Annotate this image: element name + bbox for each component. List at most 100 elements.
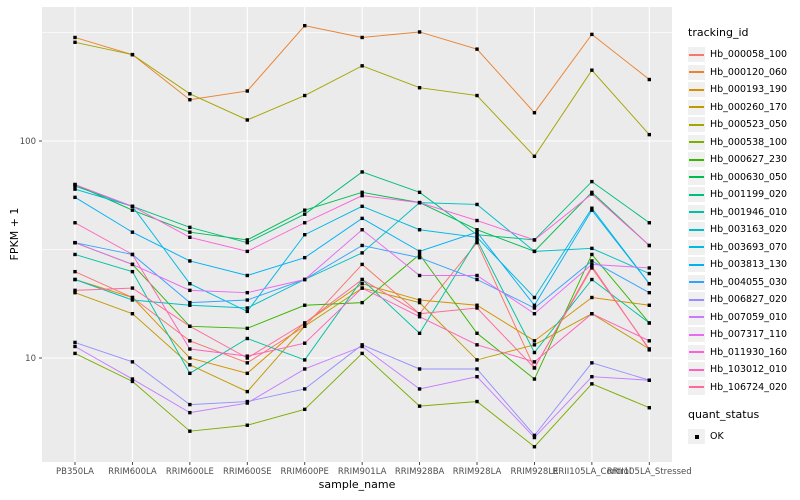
legend-item-label: Hb_011930_160	[710, 346, 788, 358]
data-point	[73, 351, 77, 356]
data-point	[417, 255, 422, 260]
data-point	[245, 290, 249, 295]
legend-key-line-icon	[688, 204, 705, 220]
data-point	[188, 97, 192, 102]
legend-item-label: Hb_000630_050	[710, 171, 788, 183]
legend-items: Hb_000058_100 Hb_000120_060 Hb_000193_190 H…	[688, 46, 798, 396]
data-point	[590, 262, 594, 267]
series-color-line-icon	[689, 141, 704, 144]
data-point	[532, 306, 537, 310]
data-point	[360, 262, 364, 267]
legend-item-Hb_103012_010: Hb_103012_010	[688, 361, 798, 379]
legend-item-label: Hb_103012_010	[710, 364, 788, 376]
data-point	[73, 252, 77, 257]
data-point	[245, 118, 249, 122]
data-point	[188, 410, 192, 415]
data-point	[590, 361, 594, 365]
data-point	[590, 246, 594, 251]
legend-item-label: Hb_000523_050	[710, 119, 788, 131]
data-point	[417, 190, 422, 195]
legend-item-label: Hb_007317_110	[710, 329, 788, 341]
data-point	[532, 377, 537, 381]
data-point	[188, 339, 192, 343]
data-point	[73, 35, 77, 40]
data-point	[303, 212, 307, 216]
data-point	[188, 92, 192, 96]
data-point	[188, 259, 192, 263]
x-tick-label: RRIM928LE	[510, 467, 558, 477]
data-point	[360, 300, 364, 305]
data-point	[188, 230, 192, 234]
data-point	[130, 52, 135, 57]
x-tick-label: RRIM928BA	[395, 467, 445, 477]
data-point	[303, 303, 307, 307]
data-point	[532, 249, 537, 254]
data-point	[360, 193, 364, 198]
data-point	[73, 269, 77, 274]
series-color-line-icon	[689, 211, 704, 214]
data-point	[475, 375, 479, 379]
data-point	[647, 221, 651, 225]
legend-item-label: Hb_006827_020	[710, 294, 788, 306]
data-point	[245, 326, 249, 331]
data-point	[590, 32, 594, 37]
data-point	[245, 361, 249, 365]
legend-item-Hb_000627_230: Hb_000627_230	[688, 151, 798, 169]
data-point	[73, 290, 77, 295]
data-point	[188, 363, 192, 367]
data-point	[245, 356, 249, 360]
data-point	[475, 235, 479, 239]
y-axis-title: FPKM + 1	[8, 207, 21, 261]
x-tick-label: RRIM600LE	[166, 467, 214, 477]
data-point	[245, 273, 249, 278]
data-point	[532, 303, 537, 307]
data-point	[245, 354, 249, 358]
series-color-line-icon	[689, 158, 704, 161]
data-point	[475, 228, 479, 232]
legend-key-line-icon	[688, 239, 705, 255]
data-point	[417, 300, 422, 305]
data-point	[475, 233, 479, 237]
data-point	[245, 401, 249, 405]
legend-key-line-icon	[688, 222, 705, 238]
data-point	[475, 47, 479, 51]
legend-item-label: OK	[710, 431, 724, 443]
data-point	[590, 259, 594, 263]
legend-item-Hb_000058_100: Hb_000058_100	[688, 46, 798, 64]
data-point	[417, 86, 422, 90]
data-point	[303, 93, 307, 98]
data-point	[647, 321, 651, 325]
data-point	[417, 200, 422, 205]
series-color-line-icon	[689, 298, 704, 301]
data-point	[475, 240, 479, 245]
legend-key-line-icon	[688, 64, 705, 80]
x-tick-label: RRIM928LA	[453, 467, 502, 477]
legend-item-label: Hb_007059_010	[710, 311, 788, 323]
data-point	[245, 309, 249, 314]
data-point	[360, 204, 364, 209]
data-point	[532, 350, 537, 355]
data-point	[130, 208, 135, 212]
legend-key-line-icon	[688, 169, 705, 185]
data-point	[475, 331, 479, 335]
legend-key-line-icon	[688, 309, 705, 325]
data-point	[73, 277, 77, 282]
legend-item-Hb_007317_110: Hb_007317_110	[688, 326, 798, 344]
legend-item-Hb_003163_020: Hb_003163_020	[688, 221, 798, 239]
series-color-line-icon	[689, 333, 704, 336]
series-color-line-icon	[689, 106, 704, 109]
data-point	[188, 324, 192, 328]
series-color-line-icon	[689, 246, 704, 249]
data-point	[475, 93, 479, 98]
data-point	[590, 266, 594, 270]
series-color-line-icon	[689, 71, 704, 74]
data-point	[303, 387, 307, 391]
data-point	[303, 407, 307, 412]
legend-item-label: Hb_001946_010	[710, 206, 788, 218]
legend-item-label: Hb_000058_100	[710, 49, 788, 61]
data-point	[188, 402, 192, 407]
legend-item-Hb_000193_190: Hb_000193_190	[688, 81, 798, 99]
legend-item-label: Hb_106724_020	[710, 381, 788, 393]
data-point	[647, 303, 651, 307]
